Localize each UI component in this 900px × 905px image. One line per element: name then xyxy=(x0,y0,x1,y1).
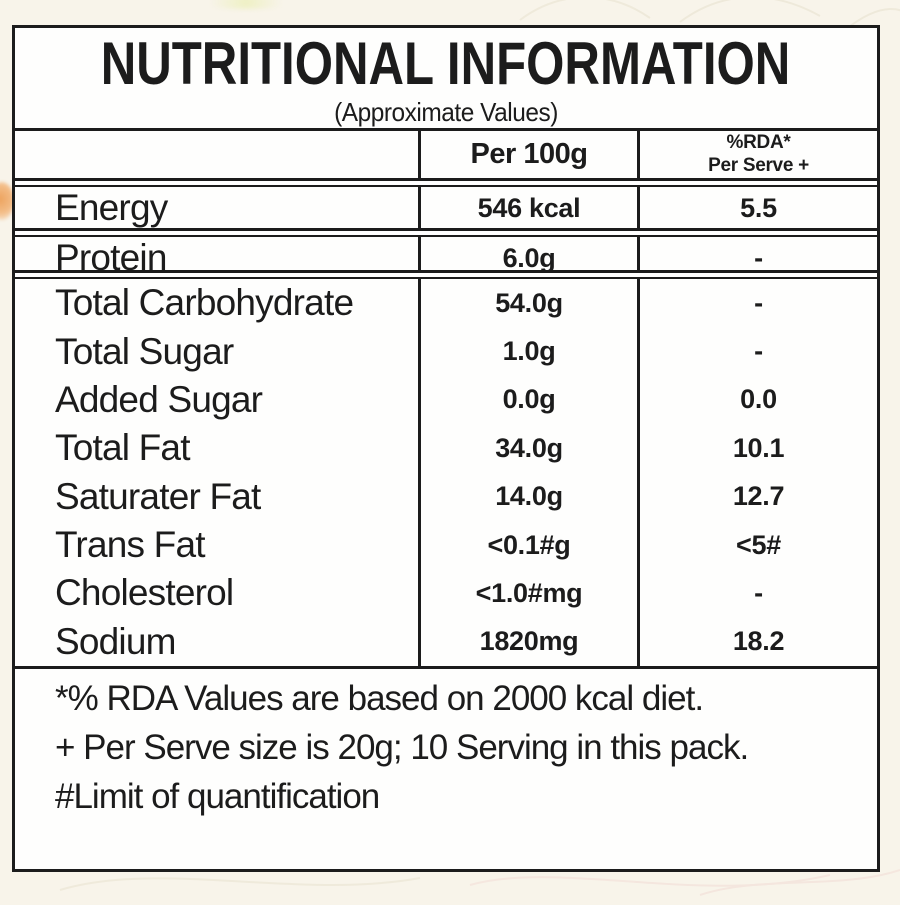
footnote: *% RDA Values are based on 2000 kcal die… xyxy=(55,679,704,718)
table-title: NUTRITIONAL INFORMATION xyxy=(101,30,791,97)
per-100g-value: 14.0g xyxy=(421,472,640,521)
section-divider xyxy=(15,178,877,187)
nutrient-name: Total Sugar xyxy=(15,327,421,376)
col-header-rda-line2: Per Serve + xyxy=(708,154,809,176)
column-header-row: Per 100g %RDA* Per Serve + xyxy=(15,131,877,178)
rda-value: - xyxy=(754,336,763,367)
per-100g-value: <0.1#g xyxy=(421,520,640,570)
col-header-rda: %RDA* Per Serve + xyxy=(640,131,877,178)
col-header-nutrient xyxy=(15,131,421,178)
nutrient-row: Added Sugar 0.0g 0.0 xyxy=(15,375,877,425)
nutrient-row: Total Carbohydrate 54.0g - xyxy=(15,279,877,328)
nutrient-name: Sodium xyxy=(15,617,421,666)
nutrition-table: NUTRITIONAL INFORMATION (Approximate Val… xyxy=(12,25,880,872)
nutrients-section: Total Carbohydrate 54.0g - Total Sugar 1… xyxy=(15,279,877,666)
nutrient-row: Total Sugar 1.0g - xyxy=(15,327,877,376)
nutrient-name: Total Carbohydrate xyxy=(15,279,421,328)
nutrient-name: Total Fat xyxy=(15,424,421,473)
col-header-per-100g: Per 100g xyxy=(421,131,640,178)
rda-value: 18.2 xyxy=(732,626,785,657)
nutrient-row: Saturater Fat 14.0g 12.7 xyxy=(15,472,877,521)
per-100g-value: 1.0g xyxy=(421,327,640,376)
rda-value: <5# xyxy=(736,529,781,560)
nutrient-name: Added Sugar xyxy=(15,375,421,425)
rda-value: 10.1 xyxy=(732,432,785,463)
section-divider xyxy=(15,228,877,237)
footnote: + Per Serve size is 20g; 10 Serving in t… xyxy=(55,728,749,767)
rda-value: 12.7 xyxy=(732,481,785,512)
nutrient-row: Energy 546 kcal 5.5 xyxy=(15,187,877,229)
per-100g-value: 0.0g xyxy=(421,375,640,425)
table-subtitle: (Approximate Values) xyxy=(334,97,558,127)
per-100g-value: 34.0g xyxy=(421,424,640,473)
rda-value: - xyxy=(754,242,763,273)
nutrient-name: Saturater Fat xyxy=(15,472,421,521)
nutrient-row: Total Fat 34.0g 10.1 xyxy=(15,424,877,473)
package-art-blob xyxy=(0,182,14,220)
per-100g-value: <1.0#mg xyxy=(421,569,640,618)
nutrient-row: Sodium 1820mg 18.2 xyxy=(15,617,877,666)
protein-section: Protein 6.0g - xyxy=(15,237,877,279)
nutrient-name: Energy xyxy=(15,187,421,229)
per-100g-value: 54.0g xyxy=(421,279,640,328)
energy-section: Energy 546 kcal 5.5 xyxy=(15,187,877,229)
section-divider xyxy=(15,270,877,279)
rda-value: 0.0 xyxy=(740,384,777,415)
title-section: NUTRITIONAL INFORMATION (Approximate Val… xyxy=(15,28,877,131)
nutrient-name: Cholesterol xyxy=(15,569,421,618)
per-100g-value: 1820mg xyxy=(421,617,640,666)
nutrient-name: Trans Fat xyxy=(15,520,421,570)
rda-value: - xyxy=(754,577,763,608)
footnote: #Limit of quantification xyxy=(55,777,380,816)
per-100g-value: 6.0g xyxy=(421,237,640,279)
package-art-smudge xyxy=(198,0,294,9)
nutrient-row: Trans Fat <0.1#g <5# xyxy=(15,520,877,570)
per-100g-value: 546 kcal xyxy=(421,187,640,229)
nutrient-row: Cholesterol <1.0#mg - xyxy=(15,569,877,618)
col-header-rda-line1: %RDA* xyxy=(726,132,791,154)
rda-value: 5.5 xyxy=(740,192,777,223)
footnotes-section: *% RDA Values are based on 2000 kcal die… xyxy=(15,666,877,869)
rda-value: - xyxy=(754,287,763,318)
